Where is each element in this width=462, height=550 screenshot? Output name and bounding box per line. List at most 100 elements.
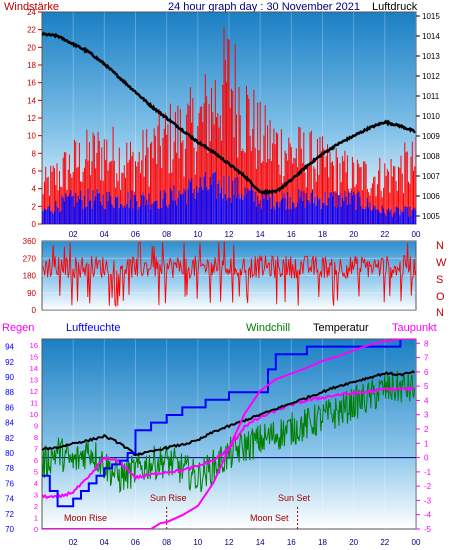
wind-tick-label: 20 — [27, 43, 36, 52]
temperature-tick-label: 2 — [424, 425, 429, 434]
temperature-tick-label: -2 — [424, 482, 432, 491]
wind-tick-label: 6 — [32, 167, 37, 176]
rain-tick-label: 7 — [34, 444, 38, 453]
rain-tick-label: 0 — [34, 525, 38, 534]
rain-tick-label: 6 — [34, 456, 38, 465]
wind-tick-label: 8 — [32, 149, 37, 158]
climate-x-tick-label: 08 — [162, 538, 171, 547]
humidity-tick-label: 70 — [5, 525, 14, 534]
rain-series — [42, 339, 416, 529]
wind-tick-label: 16 — [27, 79, 36, 88]
humidity-tick-label: 94 — [5, 343, 14, 352]
wind-x-tick-label: 02 — [69, 230, 78, 239]
temperature-tick-label: -5 — [424, 525, 432, 534]
climate-x-tick-label: 06 — [131, 538, 140, 547]
wind-tick-label: 14 — [27, 96, 36, 105]
humidity-tick-label: 74 — [5, 495, 14, 504]
humidity-tick-label: 86 — [5, 403, 14, 412]
wind-tick-label: 12 — [27, 114, 36, 123]
wind-tick-label: 4 — [32, 185, 37, 194]
pressure-tick-label: 1012 — [422, 72, 440, 81]
annotation-sun-rise: Sun Rise — [150, 493, 187, 503]
humidity-tick-label: 78 — [5, 464, 14, 473]
rain-tick-label: 13 — [30, 375, 38, 384]
compass-label-w: W — [436, 257, 447, 269]
wind-tick-label: 22 — [27, 26, 36, 35]
graph-title: 24 hour graph day : 30 November 2021 — [168, 1, 360, 13]
legend-windchill: Windchill — [246, 322, 290, 334]
rain-tick-label: 3 — [34, 491, 38, 500]
rain-tick-label: 4 — [34, 479, 38, 488]
rain-tick-label: 12 — [30, 387, 38, 396]
humidity-tick-label: 72 — [5, 510, 14, 519]
wind-average-series — [42, 172, 416, 224]
legend-temperature: Temperatur — [313, 322, 369, 334]
climate-x-tick-label: 02 — [69, 538, 78, 547]
wind-axis-title: Windstärke — [4, 1, 59, 13]
direction-panel — [41, 240, 417, 311]
temperature-tick-label: 4 — [424, 396, 429, 405]
pressure-tick-label: 1005 — [422, 212, 440, 221]
wind-x-tick-label: 06 — [131, 230, 140, 239]
pressure-series — [42, 31, 416, 196]
direction-tick-label: 180 — [23, 272, 37, 281]
pressure-tick-label: 1015 — [422, 12, 440, 21]
wind-x-tick-label: 10 — [193, 230, 202, 239]
rain-tick-label: 10 — [30, 410, 38, 419]
wind-x-tick-label: 00 — [412, 230, 421, 239]
temperature-tick-label: 8 — [424, 339, 429, 348]
temperature-tick-label: 0 — [424, 454, 429, 463]
climate-x-tick-label: 04 — [100, 538, 109, 547]
compass-label-n-bottom: N — [436, 307, 444, 319]
wind-x-tick-label: 20 — [349, 230, 358, 239]
wind-direction-series — [42, 241, 416, 308]
wind-x-tick-label: 18 — [318, 230, 327, 239]
pressure-tick-label: 1010 — [422, 112, 440, 121]
wind-x-tick-label: 14 — [256, 230, 265, 239]
climate-x-tick-label: 14 — [256, 538, 265, 547]
pressure-tick-label: 1014 — [422, 32, 440, 41]
humidity-tick-label: 76 — [5, 479, 14, 488]
wind-x-tick-label: 04 — [100, 230, 109, 239]
wind-tick-label: 2 — [32, 202, 37, 211]
wind-x-tick-label: 12 — [225, 230, 234, 239]
pressure-tick-label: 1006 — [422, 192, 440, 201]
pressure-tick-label: 1013 — [422, 52, 440, 61]
rain-tick-label: 9 — [34, 421, 38, 430]
compass-label-o: O — [436, 291, 445, 303]
pressure-axis-title: Luftdruck — [372, 1, 418, 13]
wind-tick-label: 0 — [32, 220, 37, 229]
pressure-tick-label: 1011 — [422, 92, 440, 101]
rain-tick-label: 15 — [30, 352, 38, 361]
direction-tick-label: 0 — [32, 306, 37, 315]
rain-tick-label: 5 — [34, 467, 38, 476]
wind-tick-label: 24 — [27, 8, 36, 17]
climate-x-tick-label: 12 — [225, 538, 234, 547]
temperature-series — [42, 370, 416, 457]
direction-tick-label: 90 — [27, 289, 36, 298]
rain-tick-label: 16 — [30, 341, 38, 350]
humidity-series — [42, 339, 416, 508]
windchill-series — [42, 370, 416, 494]
rain-tick-label: 2 — [34, 502, 38, 511]
rain-tick-label: 8 — [34, 433, 38, 442]
compass-label-n-top: N — [436, 240, 444, 252]
compass-label-s: S — [436, 274, 443, 286]
temperature-tick-label: 5 — [424, 382, 429, 391]
pressure-tick-label: 1008 — [422, 152, 440, 161]
temperature-tick-label: 6 — [424, 368, 429, 377]
rain-tick-label: 11 — [30, 398, 38, 407]
direction-tick-label: 270 — [23, 254, 37, 263]
temperature-tick-label: -4 — [424, 511, 432, 520]
temperature-tick-label: -1 — [424, 468, 432, 477]
climate-x-tick-label: 10 — [193, 538, 202, 547]
climate-x-tick-label: 00 — [412, 538, 421, 547]
wind-tick-label: 18 — [27, 61, 36, 70]
humidity-tick-label: 82 — [5, 434, 14, 443]
climate-x-tick-label: 16 — [287, 538, 296, 547]
direction-tick-label: 360 — [23, 237, 37, 246]
climate-panel — [41, 338, 417, 530]
temperature-tick-label: 3 — [424, 411, 429, 420]
annotation-sun-set: Sun Set — [278, 493, 311, 503]
